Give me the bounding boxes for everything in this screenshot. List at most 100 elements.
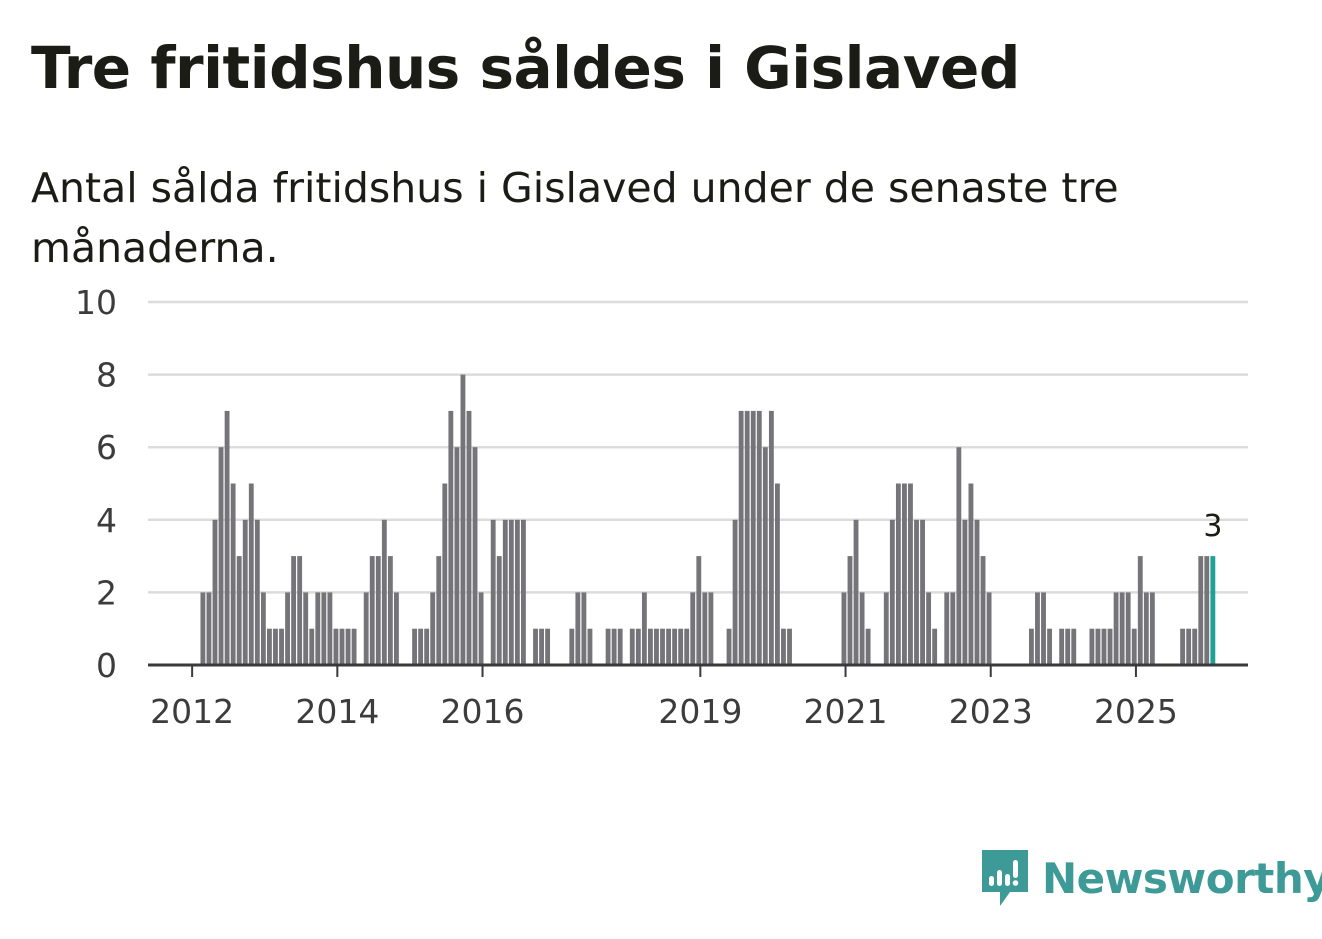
bar [1041, 592, 1046, 665]
bar [309, 628, 315, 665]
bar [200, 592, 206, 665]
newsworthy-logo: Newsworthy [980, 848, 1322, 908]
y-tick-label: 2 [96, 573, 117, 612]
bar [345, 628, 351, 665]
bar [744, 410, 750, 665]
bar [738, 410, 744, 665]
x-tick-label: 2023 [949, 692, 1033, 731]
bar [635, 628, 641, 665]
bar [787, 628, 792, 665]
bar [333, 628, 339, 665]
bar [1047, 628, 1052, 665]
bar [1071, 628, 1077, 665]
bar [412, 628, 417, 665]
bar [605, 628, 611, 665]
bar [297, 556, 303, 665]
bar [424, 628, 430, 665]
x-tick-label: 2019 [658, 692, 742, 731]
x-tick-label: 2014 [295, 692, 379, 731]
bar [466, 410, 472, 665]
bar [1125, 592, 1131, 665]
bar [647, 628, 653, 665]
bar [684, 628, 690, 665]
newsworthy-logo-icon [982, 850, 1028, 906]
bars [200, 374, 1216, 665]
bar [841, 592, 847, 665]
bar [502, 519, 508, 665]
bar [387, 556, 393, 665]
bar [285, 592, 290, 665]
bar [1149, 592, 1155, 665]
bar-chart: 0 2 4 6 8 10 2012 2014 2016 2019 2021 2023 2025 3 [75, 283, 1248, 731]
bar [908, 483, 913, 665]
y-tick-label: 4 [96, 501, 117, 540]
bar [629, 628, 635, 665]
gridlines [148, 300, 1248, 594]
chart-subtitle: Antal sålda fritidshus i Gislaved under … [31, 164, 1119, 272]
bar [587, 628, 593, 665]
bar [545, 628, 551, 665]
data-labels: 3 [1203, 509, 1222, 544]
bar [508, 519, 514, 665]
bar [1028, 628, 1034, 665]
bar [660, 628, 665, 665]
bar [490, 519, 496, 665]
bar [1186, 628, 1192, 665]
bar [926, 592, 932, 665]
bar [672, 628, 678, 665]
bar [321, 592, 327, 665]
bar [690, 592, 696, 665]
highlight-bar [1210, 556, 1216, 665]
bar [418, 628, 424, 665]
bar [430, 592, 436, 665]
x-tick-label: 2012 [150, 692, 234, 731]
bar [756, 410, 762, 665]
bar [1131, 628, 1137, 665]
bar [1107, 628, 1113, 665]
bar [702, 592, 708, 665]
bar [375, 556, 381, 665]
bar [533, 628, 538, 665]
bar [1113, 592, 1119, 665]
bar [883, 592, 889, 665]
bar [696, 556, 702, 665]
bar [666, 628, 671, 665]
bar [950, 592, 956, 665]
bar [865, 628, 871, 665]
x-tick-label: 2025 [1094, 692, 1178, 731]
bar [315, 592, 321, 665]
chart-title: Tre fritidshus såldes i Gislaved [31, 34, 1020, 102]
bar [351, 628, 357, 665]
bar [726, 628, 732, 665]
last-value-label: 3 [1203, 509, 1222, 544]
bar [901, 483, 907, 665]
y-tick-label: 6 [96, 428, 117, 467]
y-tick-label: 8 [96, 356, 117, 395]
bar [859, 592, 865, 665]
bar [1089, 628, 1095, 665]
bar [1180, 628, 1186, 665]
bar [1119, 592, 1125, 665]
bar [980, 556, 986, 665]
bar [575, 592, 581, 665]
bar [944, 592, 950, 665]
bar [762, 447, 768, 665]
bar [654, 628, 659, 665]
bar [732, 519, 738, 665]
bar [514, 519, 520, 665]
bar [774, 483, 780, 665]
bar [1095, 628, 1101, 665]
bar [254, 519, 260, 665]
bar [381, 519, 387, 665]
y-tick-label: 10 [75, 283, 117, 322]
bar [641, 592, 647, 665]
bar [1035, 592, 1040, 665]
bar [369, 556, 375, 665]
bar [750, 410, 756, 665]
bar [496, 556, 502, 665]
y-tick-label: 0 [96, 646, 117, 685]
bar [678, 628, 684, 665]
bar [895, 483, 901, 665]
bar [279, 628, 284, 665]
bar [1143, 592, 1149, 665]
